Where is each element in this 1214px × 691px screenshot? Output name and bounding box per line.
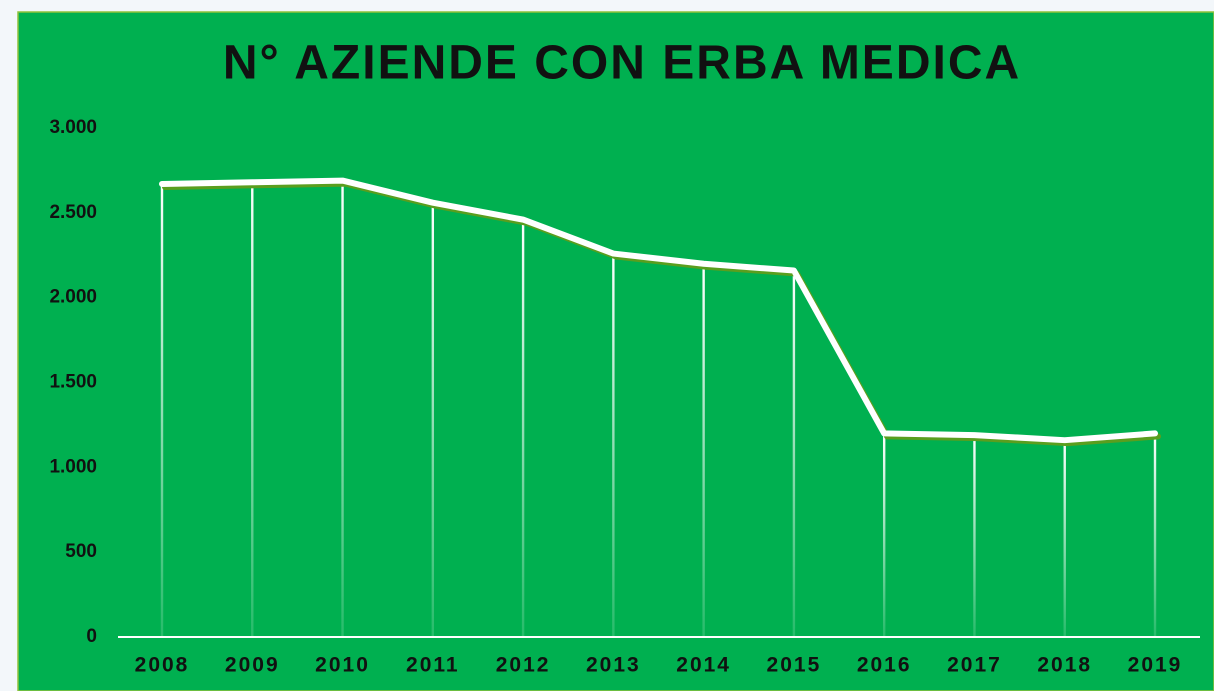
x-tick-label: 2016 [857, 654, 912, 677]
drop-line [882, 433, 886, 637]
y-tick-label: 3.000 [49, 117, 97, 138]
x-tick-label: 2018 [1037, 654, 1092, 677]
y-tick-label: 2.000 [49, 287, 97, 308]
drop-line [702, 263, 705, 637]
y-tick-label: 500 [65, 541, 97, 562]
x-tick-label: 2014 [676, 654, 731, 677]
y-tick-label: 2.500 [49, 202, 97, 223]
y-tick-label: 1.000 [49, 456, 97, 477]
drop-line [1063, 440, 1066, 637]
chart-background [17, 11, 1214, 691]
drop-line [612, 253, 615, 637]
x-tick-label: 2013 [586, 654, 641, 677]
drop-line [431, 202, 435, 638]
drop-line [251, 182, 254, 637]
drop-line [1153, 433, 1157, 637]
x-tick-label: 2010 [315, 654, 370, 677]
x-tick-label: 2012 [496, 654, 551, 677]
drop-line [341, 180, 344, 637]
x-tick-label: 2011 [406, 654, 460, 677]
drop-line [792, 270, 796, 637]
y-tick-label: 0 [86, 626, 97, 647]
chart-title: N° AZIENDE CON ERBA MEDICA [223, 37, 1021, 90]
x-tick-label: 2008 [135, 654, 190, 677]
drop-line [521, 219, 525, 637]
x-tick-label: 2015 [767, 654, 822, 677]
x-tick-label: 2017 [947, 654, 1002, 677]
x-tick-label: 2009 [225, 654, 280, 677]
drop-line [973, 435, 976, 637]
x-tick-label: 2019 [1128, 654, 1183, 677]
drop-line [160, 183, 164, 638]
y-tick-label: 1.500 [49, 372, 97, 393]
line [159, 177, 1158, 444]
